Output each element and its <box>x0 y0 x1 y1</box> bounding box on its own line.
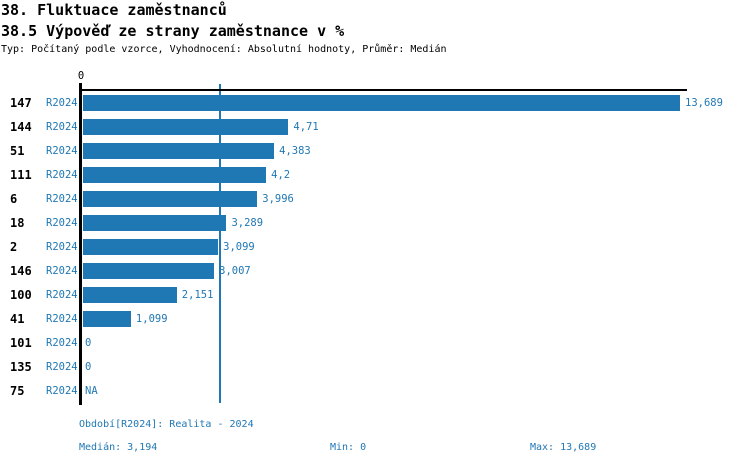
bar <box>83 119 289 135</box>
row-category-label: 146 <box>10 264 32 278</box>
row-period-label: R2024 <box>46 169 78 181</box>
row-period-label: R2024 <box>46 385 78 397</box>
bar-value-label: 3,289 <box>231 217 264 229</box>
chart-row: 6 R2024 3,996 <box>0 191 750 207</box>
row-period-label: R2024 <box>46 217 78 229</box>
bar-value-label: 0 <box>85 361 92 373</box>
row-category-label: 41 <box>10 312 25 326</box>
chart-row: 144 R2024 4,71 <box>0 119 750 135</box>
row-category-label: 135 <box>10 360 32 374</box>
bar <box>83 239 219 255</box>
bar <box>83 311 131 327</box>
row-category-label: 2 <box>10 240 18 254</box>
bar-value-label: 3,007 <box>219 265 251 277</box>
row-category-label: 111 <box>10 168 32 182</box>
chart-meta-line: Typ: Počítaný podle vzorce, Vyhodnocení:… <box>1 44 447 55</box>
bar-value-label: 0 <box>85 337 92 349</box>
bar <box>83 263 215 279</box>
bar <box>83 287 177 303</box>
bar-value-label: 4,71 <box>293 121 319 133</box>
row-category-label: 144 <box>10 120 32 134</box>
bar-value-label: 3,099 <box>223 241 255 253</box>
row-period-label: R2024 <box>46 193 78 205</box>
bar-value-label: NA <box>85 385 98 397</box>
chart-row: 101 R2024 0 <box>0 335 750 351</box>
footer-max-label: Max: 13,689 <box>530 442 597 453</box>
x-axis-zero-label: 0 <box>77 70 85 82</box>
row-category-label: 51 <box>10 144 25 158</box>
x-axis-line <box>80 89 687 91</box>
row-period-label: R2024 <box>46 289 78 301</box>
y-axis-line <box>79 89 82 405</box>
row-period-label: R2024 <box>46 361 78 373</box>
footer-median-label: Medián: 3,194 <box>79 442 158 453</box>
bar <box>83 215 227 231</box>
row-category-label: 18 <box>10 216 25 230</box>
chart-row: 18 R2024 3,289 <box>0 215 750 231</box>
bar-value-label: 3,996 <box>262 193 294 205</box>
bar-value-label: 1,099 <box>135 313 168 325</box>
chart-row: 2 R2024 3,099 <box>0 239 750 255</box>
bar <box>83 95 680 111</box>
row-period-label: R2024 <box>46 313 78 325</box>
chart-row: 147 R2024 13,689 <box>0 95 750 111</box>
chart-subtitle: 38.5 Výpověď ze strany zaměstnance v % <box>1 22 345 40</box>
bar <box>83 167 267 183</box>
bar-value-label: 13,689 <box>685 97 723 109</box>
row-category-label: 101 <box>10 336 32 350</box>
chart-row: 111 R2024 4,2 <box>0 167 750 183</box>
footer-min-label: Min: 0 <box>330 442 367 453</box>
row-period-label: R2024 <box>46 241 78 253</box>
bar-rows: 147 R2024 13,689 144 R2024 4,71 51 R2024… <box>0 95 750 409</box>
chart-row: 135 R2024 0 <box>0 359 750 375</box>
chart-title: 38. Fluktuace zaměstnanců <box>1 1 227 19</box>
bar-value-label: 4,383 <box>279 145 311 157</box>
median-line <box>219 84 221 403</box>
chart-row: 100 R2024 2,151 <box>0 287 750 303</box>
chart-row: 41 R2024 1,099 <box>0 311 750 327</box>
bar-value-label: 4,2 <box>271 169 291 181</box>
bar <box>83 143 275 159</box>
chart-row: 75 R2024 NA <box>0 383 750 399</box>
row-period-label: R2024 <box>46 97 78 109</box>
row-period-label: R2024 <box>46 265 78 277</box>
row-category-label: 75 <box>10 384 25 398</box>
chart-row: 51 R2024 4,383 <box>0 143 750 159</box>
chart-row: 146 R2024 3,007 <box>0 263 750 279</box>
row-period-label: R2024 <box>46 337 78 349</box>
row-period-label: R2024 <box>46 145 78 157</box>
footer-period-label: Období[R2024]: Realita - 2024 <box>79 419 254 430</box>
row-period-label: R2024 <box>46 121 78 133</box>
row-category-label: 6 <box>10 192 18 206</box>
bar-value-label: 2,151 <box>181 289 214 301</box>
row-category-label: 147 <box>10 96 32 110</box>
bar <box>83 191 258 207</box>
row-category-label: 100 <box>10 288 32 302</box>
